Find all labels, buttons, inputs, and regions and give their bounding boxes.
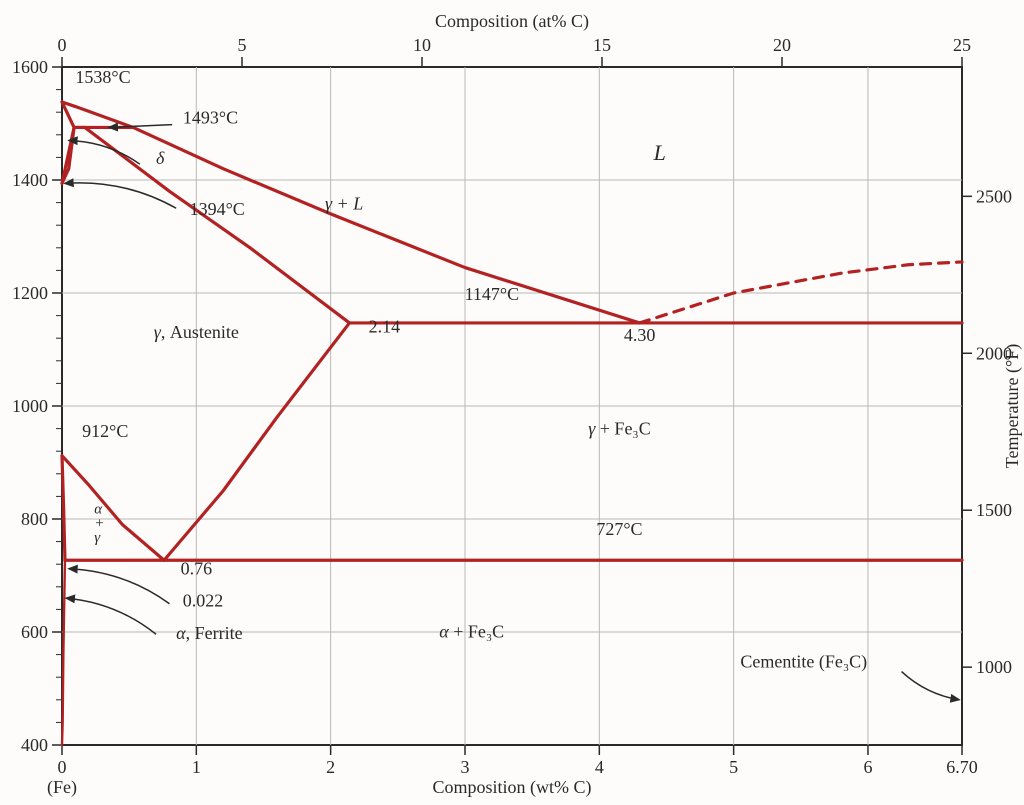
xtick-top-label: 0 [58,35,67,55]
boundary-gamma-cementite-solvus [164,323,349,560]
phase-diagram: 0 1 2 3 4 5 6 6.70 (Fe) Composition (wt% C) 0 5 10 15… [0,0,1024,805]
xtick-label: 0 [58,757,67,777]
annotation-austenite: γ, Austenite [154,322,239,342]
boundary-gamma-solvus-left [62,456,164,561]
xtick-top-label: 10 [413,35,431,55]
xtick-label: 6 [863,757,872,777]
boundary-gamma-liquid-boundary [85,127,350,322]
y-right-axis-label: Temperature (°F) [1002,344,1023,468]
annotation-g_fe3c: γ + Fe₃C [588,418,651,438]
xtick-top-label: 20 [773,35,791,55]
ytick-right-label: 2500 [976,186,1012,206]
xtick-label: 6.70 [946,757,978,777]
annotation-4_30: 4.30 [624,325,656,345]
annotation-delta: δ [156,148,165,168]
annotation-L: L [653,140,666,165]
annotation-1538C: 1538°C [75,67,130,87]
annotation-1493C: 1493°C [183,108,238,128]
annotation-a_fe3c: α + Fe₃C [439,622,504,642]
xtick-top-label: 25 [953,35,971,55]
annotation-727C: 727°C [596,519,642,539]
annotation-cementite: Cementite (Fe₃C) [740,652,867,673]
ytick-left-label: 1400 [12,170,48,190]
xtick-label: 2 [326,757,335,777]
ytick-left-label: 400 [21,735,48,755]
xtick-label: 4 [595,757,604,777]
ytick-right-label: 1000 [976,657,1012,677]
xtick-top-label: 15 [593,35,611,55]
annotation-2_14: 2.14 [369,317,401,337]
annotation-1147C: 1147°C [465,284,520,304]
ytick-left-label: 600 [21,622,48,642]
annotation-0_022: 0.022 [183,591,224,611]
xtick-label: 5 [729,757,738,777]
phase-diagram-container: 0 1 2 3 4 5 6 6.70 (Fe) Composition (wt% C) 0 5 10 15… [0,0,1024,805]
x-bottom-axis-label: Composition (wt% C) [432,777,591,798]
annotation-a_g: α+γ [94,501,104,546]
annotation-ferrite: α, Ferrite [176,623,242,643]
ytick-left-label: 1200 [12,283,48,303]
ytick-left-label: 1600 [12,57,48,77]
annotation-1394C: 1394°C [190,199,245,219]
annotation-912C: 912°C [82,421,128,441]
boundary-liquidus-main [133,127,639,322]
x-top-axis-label: Composition (at% C) [435,11,589,32]
pointer-cementite [902,672,960,700]
pointer-0_022 [69,569,170,604]
ytick-right-label: 1500 [976,500,1012,520]
pointer-ferrite [66,598,156,634]
pointer-1394C [65,183,176,208]
xtick-label: 3 [460,757,469,777]
x-origin-label: (Fe) [47,777,77,798]
annotation-gamma_L: γ + L [325,193,363,213]
boundary-liquidus-right [640,262,962,323]
ytick-left-label: 1000 [12,396,48,416]
ytick-left-label: 800 [21,509,48,529]
xtick-label: 1 [192,757,201,777]
annotation-0_76: 0.76 [181,558,213,578]
xtick-top-label: 5 [238,35,247,55]
